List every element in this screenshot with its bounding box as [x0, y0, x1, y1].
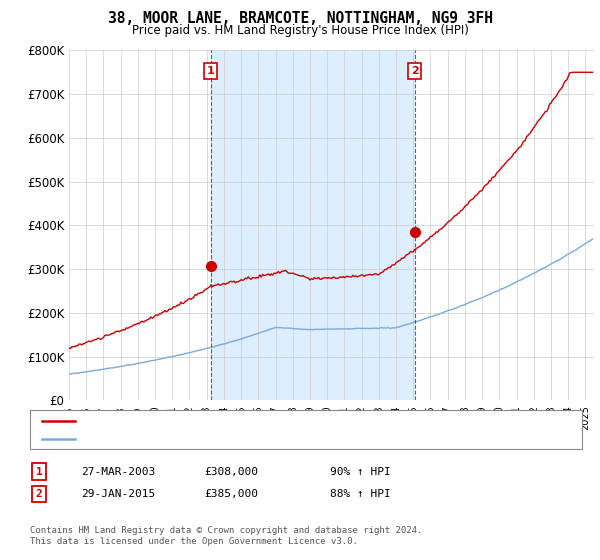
- Text: 1: 1: [207, 66, 215, 76]
- Text: 88% ↑ HPI: 88% ↑ HPI: [330, 489, 391, 499]
- Text: 2: 2: [35, 489, 43, 499]
- Text: 29-JAN-2015: 29-JAN-2015: [81, 489, 155, 499]
- Text: 90% ↑ HPI: 90% ↑ HPI: [330, 466, 391, 477]
- Text: £385,000: £385,000: [204, 489, 258, 499]
- Text: £308,000: £308,000: [204, 466, 258, 477]
- Text: Price paid vs. HM Land Registry's House Price Index (HPI): Price paid vs. HM Land Registry's House …: [131, 24, 469, 36]
- Text: 27-MAR-2003: 27-MAR-2003: [81, 466, 155, 477]
- Text: 38, MOOR LANE, BRAMCOTE, NOTTINGHAM, NG9 3FH (detached house): 38, MOOR LANE, BRAMCOTE, NOTTINGHAM, NG9…: [84, 416, 465, 426]
- Bar: [211, 50, 415, 400]
- Text: 2: 2: [411, 66, 419, 76]
- Text: 38, MOOR LANE, BRAMCOTE, NOTTINGHAM, NG9 3FH: 38, MOOR LANE, BRAMCOTE, NOTTINGHAM, NG9…: [107, 11, 493, 26]
- Text: Contains HM Land Registry data © Crown copyright and database right 2024.
This d: Contains HM Land Registry data © Crown c…: [30, 526, 422, 546]
- Text: HPI: Average price, detached house, Broxtowe: HPI: Average price, detached house, Brox…: [84, 433, 359, 444]
- Text: 1: 1: [35, 466, 43, 477]
